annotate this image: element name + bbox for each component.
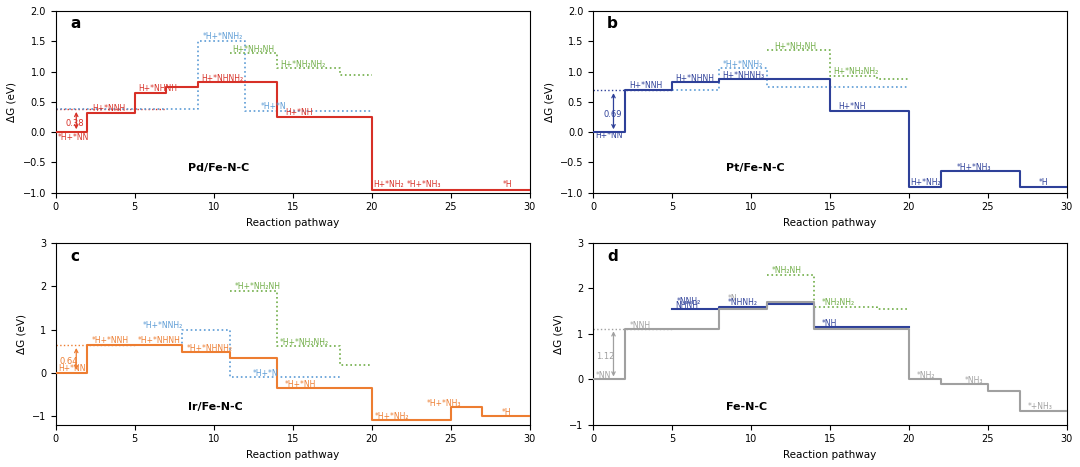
Text: b: b <box>607 16 618 31</box>
Text: *H: *H <box>503 180 513 189</box>
Text: Pd/Fe-N-C: Pd/Fe-N-C <box>188 163 249 173</box>
Text: a: a <box>70 16 80 31</box>
Text: *H+*NH₂: *H+*NH₂ <box>375 412 409 421</box>
Text: *H+*NNH₂: *H+*NNH₂ <box>723 60 762 69</box>
X-axis label: Reaction pathway: Reaction pathway <box>783 218 877 228</box>
Text: H+*NNH: H+*NNH <box>630 81 662 91</box>
Text: H+*NH₂NH₂: H+*NH₂NH₂ <box>280 60 325 69</box>
Text: *NH₃: *NH₃ <box>964 375 983 384</box>
Text: H+*NNH: H+*NNH <box>92 104 125 113</box>
Text: *H+*NH₃: *H+*NH₃ <box>956 163 990 172</box>
Text: *H+*NH₃: *H+*NH₃ <box>406 180 441 189</box>
Text: 0.69: 0.69 <box>604 110 622 119</box>
Text: H+*NH₂: H+*NH₂ <box>910 178 941 187</box>
Text: H+*NH₂NH₂: H+*NH₂NH₂ <box>833 67 878 76</box>
Y-axis label: ΔG (eV): ΔG (eV) <box>16 314 26 354</box>
Text: *NNH₂: *NNH₂ <box>677 297 701 306</box>
Y-axis label: ΔG (eV): ΔG (eV) <box>544 82 554 122</box>
Text: *H+*NNH₂: *H+*NNH₂ <box>203 32 243 42</box>
Text: H+*NH: H+*NH <box>285 108 312 117</box>
Text: *H+*NHNH: *H+*NHNH <box>138 336 180 346</box>
Text: H+*NHNH₃: H+*NHNH₃ <box>723 71 765 79</box>
Text: *NNH: *NNH <box>630 321 650 330</box>
Text: *H+*N: *H+*N <box>261 102 287 111</box>
X-axis label: Reaction pathway: Reaction pathway <box>246 450 339 460</box>
Text: *NN: *NN <box>595 370 610 380</box>
Text: 0.64: 0.64 <box>59 357 78 366</box>
Y-axis label: ΔG (eV): ΔG (eV) <box>553 314 564 354</box>
Y-axis label: ΔG (eV): ΔG (eV) <box>6 82 17 122</box>
Text: *NH₂NH: *NH₂NH <box>771 267 801 276</box>
Text: H+*NHNH₂: H+*NHNH₂ <box>201 74 243 83</box>
Text: *H+*NH₃: *H+*NH₃ <box>427 399 461 408</box>
Text: H+*NH₂NH: H+*NH₂NH <box>232 44 274 54</box>
Text: *H+*NNH₂: *H+*NNH₂ <box>143 321 183 330</box>
Text: Fe-N-C: Fe-N-C <box>726 402 767 412</box>
Text: Pt/Fe-N-C: Pt/Fe-N-C <box>726 163 784 173</box>
Text: *H+*NN: *H+*NN <box>58 133 90 142</box>
Text: *H+*NH₂NH: *H+*NH₂NH <box>234 283 280 291</box>
Text: H+*NHNH: H+*NHNH <box>138 84 177 93</box>
Text: 0.38: 0.38 <box>66 119 84 128</box>
Text: *H: *H <box>1039 178 1048 187</box>
Text: d: d <box>607 248 618 263</box>
Text: *H+*NHNH₂: *H+*NHNH₂ <box>187 344 233 353</box>
Text: *NHNH₂: *NHNH₂ <box>727 298 757 307</box>
Text: *H+*NH₂NH₂: *H+*NH₂NH₂ <box>280 338 329 347</box>
Text: *H+*NH: *H+*NH <box>285 380 316 389</box>
Text: *H+*NNH: *H+*NNH <box>92 336 130 346</box>
Text: *NH₂: *NH₂ <box>917 371 935 380</box>
Text: *NH: *NH <box>822 319 837 328</box>
Text: H+*NHNH: H+*NHNH <box>675 74 714 83</box>
Text: H+*NN: H+*NN <box>595 131 623 140</box>
Text: c: c <box>70 248 79 263</box>
Text: 1.12: 1.12 <box>596 352 615 361</box>
Text: H+*NH₂NH: H+*NH₂NH <box>774 42 816 50</box>
Text: H+*NH₂: H+*NH₂ <box>374 180 404 189</box>
Text: *N: *N <box>727 294 737 303</box>
Text: H+*NH: H+*NH <box>838 102 865 111</box>
Text: NHNH: NHNH <box>675 301 698 310</box>
X-axis label: Reaction pathway: Reaction pathway <box>783 450 877 460</box>
Text: Ir/Fe-N-C: Ir/Fe-N-C <box>188 402 243 412</box>
Text: *H: *H <box>501 408 511 417</box>
Text: *H+*N: *H+*N <box>253 369 279 378</box>
Text: *+NH₃: *+NH₃ <box>1027 402 1052 411</box>
X-axis label: Reaction pathway: Reaction pathway <box>246 218 339 228</box>
Text: *NH₂NH₂: *NH₂NH₂ <box>822 298 855 307</box>
Text: H+*NN: H+*NN <box>58 364 85 373</box>
